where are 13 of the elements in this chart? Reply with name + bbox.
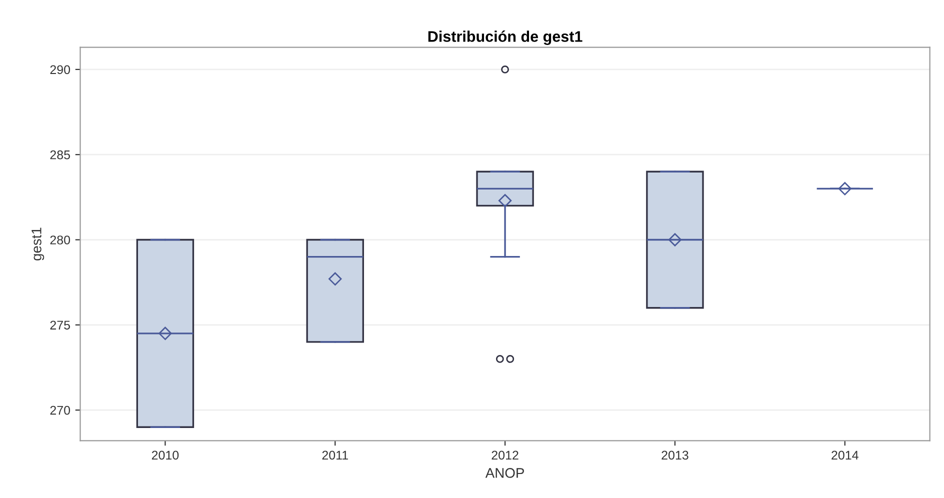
y-tick-label: 285 xyxy=(50,150,70,160)
x-tick-label: 2014 xyxy=(832,450,858,460)
x-tick-label: 2012 xyxy=(492,450,518,460)
y-tick-label: 270 xyxy=(50,406,70,415)
x-tick-label: 2010 xyxy=(152,450,179,460)
chart-title: Distribución de gest1 xyxy=(428,30,582,45)
y-axis-title: gest1 xyxy=(32,228,44,260)
y-tick-label: 290 xyxy=(50,65,70,74)
x-tick-label: 2013 xyxy=(662,450,688,460)
x-axis-title: ANOP xyxy=(485,468,524,478)
x-tick-label: 2011 xyxy=(322,450,348,460)
y-tick-label: 280 xyxy=(50,236,70,244)
y-tick-label: 275 xyxy=(50,320,70,330)
